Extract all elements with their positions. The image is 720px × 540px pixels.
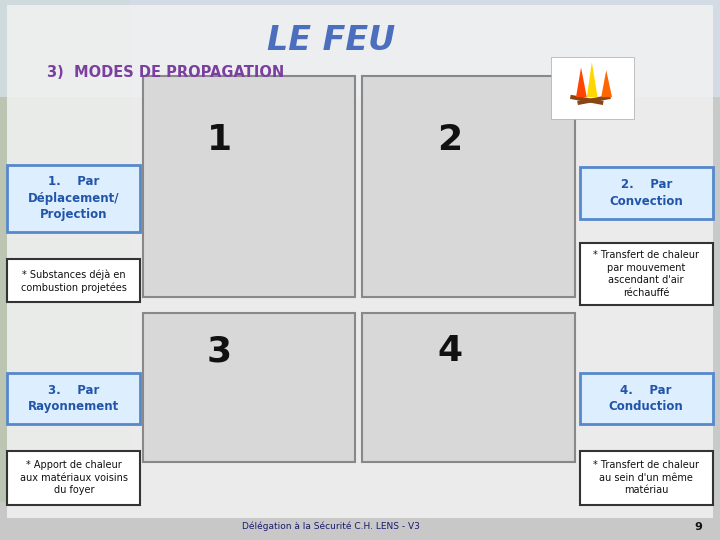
Text: 3)  MODES DE PROPAGATION: 3) MODES DE PROPAGATION	[47, 65, 284, 80]
Text: * Substances déjà en
combustion projetées: * Substances déjà en combustion projetée…	[21, 269, 127, 293]
FancyBboxPatch shape	[7, 451, 140, 505]
Text: 3: 3	[207, 334, 232, 368]
FancyBboxPatch shape	[0, 0, 720, 97]
Text: Délégation à la Sécurité C.H. LENS - V3: Délégation à la Sécurité C.H. LENS - V3	[242, 522, 420, 531]
Text: 4: 4	[438, 334, 462, 368]
Text: * Transfert de chaleur
au sein d'un même
matériau: * Transfert de chaleur au sein d'un même…	[593, 461, 699, 495]
Text: 2: 2	[438, 124, 462, 157]
FancyBboxPatch shape	[580, 167, 713, 219]
Text: 1: 1	[207, 124, 232, 157]
Text: 2.    Par
Convection: 2. Par Convection	[609, 178, 683, 208]
FancyBboxPatch shape	[362, 76, 575, 297]
Text: 4.    Par
Conduction: 4. Par Conduction	[609, 383, 683, 413]
FancyBboxPatch shape	[590, 0, 720, 540]
FancyBboxPatch shape	[551, 57, 634, 119]
FancyBboxPatch shape	[7, 5, 713, 518]
Text: LE FEU: LE FEU	[267, 24, 395, 57]
FancyBboxPatch shape	[143, 76, 355, 297]
FancyBboxPatch shape	[362, 313, 575, 462]
FancyBboxPatch shape	[580, 451, 713, 505]
FancyBboxPatch shape	[580, 373, 713, 424]
Text: * Apport de chaleur
aux matériaux voisins
du foyer: * Apport de chaleur aux matériaux voisin…	[19, 461, 128, 495]
FancyBboxPatch shape	[0, 502, 720, 540]
Text: * Transfert de chaleur
par mouvement
ascendant d'air
réchauffé: * Transfert de chaleur par mouvement asc…	[593, 251, 699, 298]
FancyBboxPatch shape	[7, 259, 140, 302]
Polygon shape	[601, 70, 612, 97]
FancyBboxPatch shape	[0, 0, 130, 540]
FancyBboxPatch shape	[143, 313, 355, 462]
Polygon shape	[576, 68, 587, 97]
FancyBboxPatch shape	[7, 165, 140, 232]
Text: 3.    Par
Rayonnement: 3. Par Rayonnement	[28, 383, 120, 413]
Text: 1.    Par
Déplacement/
Projection: 1. Par Déplacement/ Projection	[28, 176, 120, 221]
Text: 9: 9	[694, 522, 702, 531]
Polygon shape	[587, 62, 598, 97]
FancyBboxPatch shape	[580, 243, 713, 305]
FancyBboxPatch shape	[7, 373, 140, 424]
